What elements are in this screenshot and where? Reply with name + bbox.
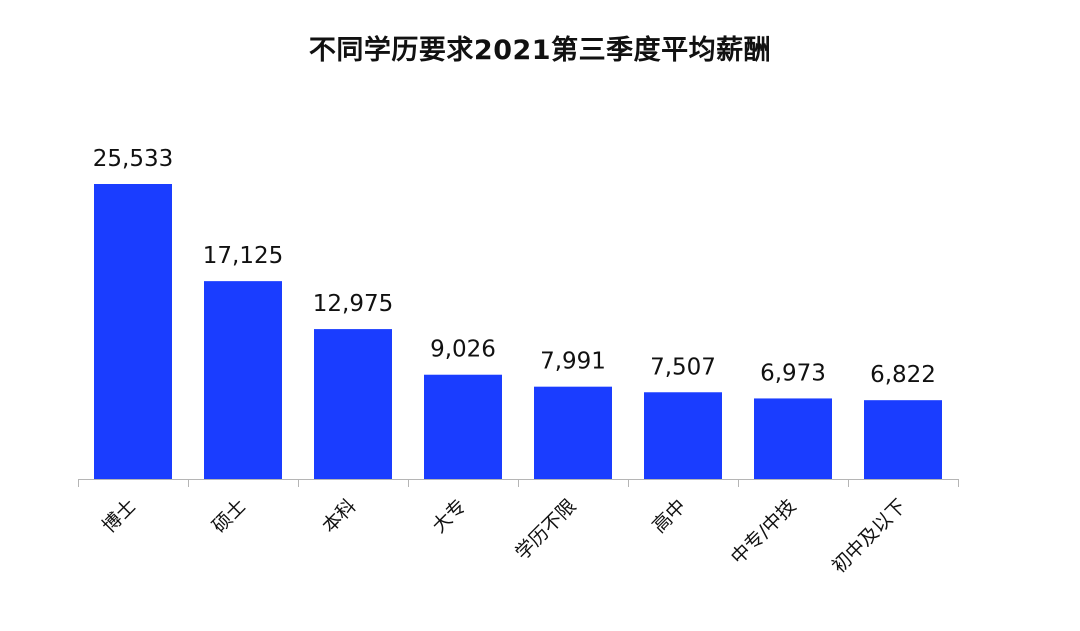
data-label: 17,125 — [203, 243, 283, 269]
bar — [94, 184, 172, 479]
bar — [644, 392, 722, 479]
data-label: 7,991 — [540, 349, 606, 375]
bar — [534, 386, 612, 479]
x-tick-label: 本科 — [318, 495, 360, 537]
value-labels-layer: 25,533 17,125 12,975 9,026 7,991 7,507 6,973 6,… — [93, 146, 936, 388]
x-tick-label: 中专/中技 — [727, 495, 801, 569]
data-label: 6,973 — [760, 360, 826, 386]
bar — [204, 281, 282, 479]
data-label: 25,533 — [93, 146, 173, 172]
x-axis: 博士 硕士 本科 大专 学历不限 高中 中专/中技 初中及以下 — [78, 479, 959, 578]
x-tick-label: 高中 — [648, 495, 690, 537]
bar — [754, 398, 832, 479]
data-label: 6,822 — [870, 362, 936, 388]
x-tick-label: 学历不限 — [511, 495, 580, 564]
x-tick-label: 初中及以下 — [828, 495, 911, 578]
chart-title: 不同学历要求2021第三季度平均薪酬 — [308, 35, 772, 66]
x-tick-label: 硕士 — [208, 495, 250, 537]
bars-layer — [94, 184, 942, 479]
bar — [424, 374, 502, 479]
data-label: 12,975 — [313, 291, 393, 317]
bar — [314, 329, 392, 479]
x-tick-label: 大专 — [428, 495, 470, 537]
data-label: 9,026 — [430, 337, 496, 363]
data-label: 7,507 — [650, 354, 716, 380]
x-tick-label: 博士 — [98, 495, 140, 537]
bar — [864, 400, 942, 479]
